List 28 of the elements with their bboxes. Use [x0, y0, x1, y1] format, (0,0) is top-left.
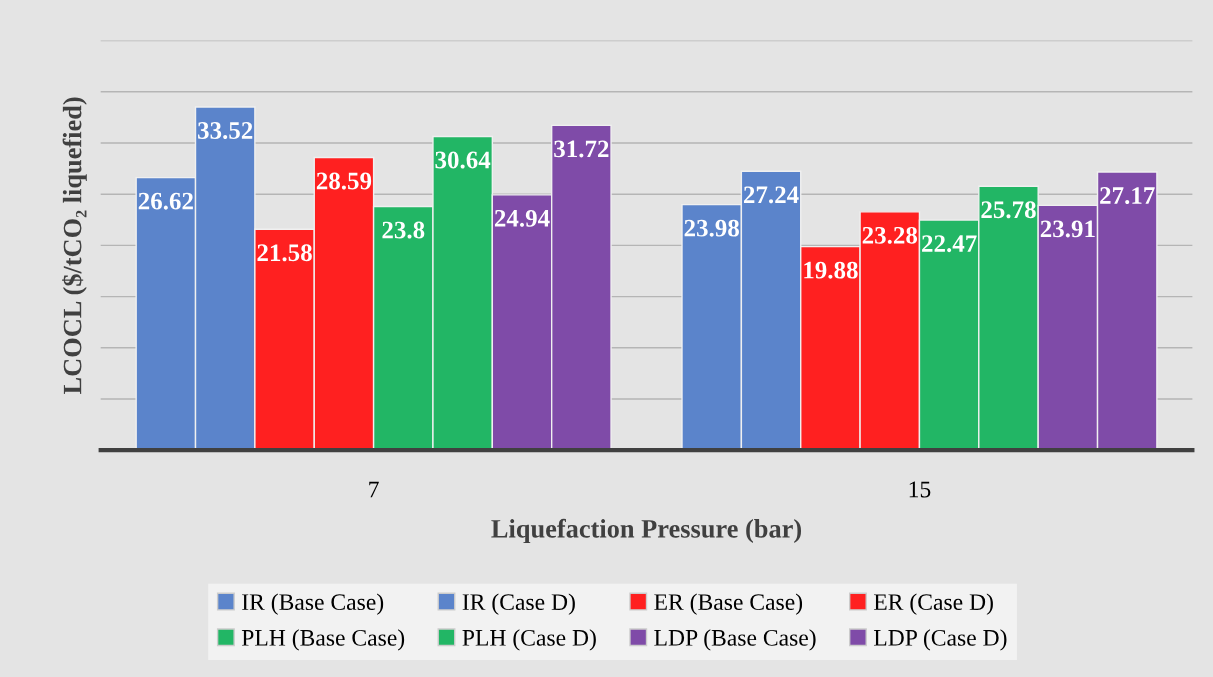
data-label: 28.59: [316, 172, 372, 190]
data-label: 22.47: [922, 235, 977, 253]
y-axis-title: LCOCL ($/tCO₂ liquefied): [62, 97, 87, 395]
legend-label: IR (Base Case): [242, 593, 384, 615]
x-axis-title: Liquefaction Pressure (bar): [491, 518, 802, 544]
legend-label: LDP (Base Case): [654, 629, 816, 651]
data-label: 24.94: [494, 209, 550, 227]
data-label: 27.24: [743, 186, 799, 204]
data-label: 21.58: [257, 244, 312, 262]
data-label: 23.8: [382, 221, 425, 239]
legend-label: IR (Case D): [462, 593, 575, 615]
legend-label: PLH (Case D): [462, 629, 596, 651]
data-label: 27.17: [1100, 187, 1155, 205]
legend-label: ER (Case D): [873, 593, 993, 615]
data-label: 33.52: [198, 122, 253, 140]
legend-label: ER (Base Case): [654, 593, 803, 615]
data-label: 30.64: [435, 151, 491, 169]
data-label: 25.78: [981, 201, 1036, 219]
x-tick-label: 7: [369, 481, 379, 498]
data-label: 23.91: [1040, 220, 1095, 238]
data-label: 23.28: [862, 226, 918, 244]
data-label: 31.72: [554, 140, 609, 158]
data-label: 19.88: [804, 261, 858, 279]
legend-label: LDP (Case D): [873, 629, 1007, 651]
legend-label: PLH (Base Case): [241, 629, 405, 651]
data-label: 23.98: [684, 219, 739, 237]
x-tick-label: 15: [909, 481, 931, 498]
data-label: 26.62: [138, 192, 193, 210]
